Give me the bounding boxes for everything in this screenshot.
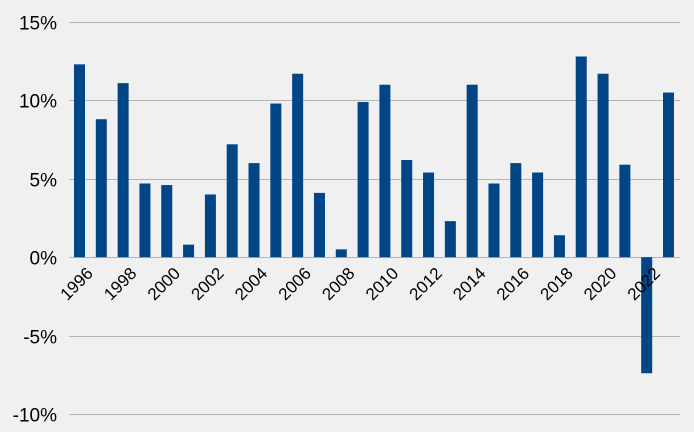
x-axis-tick-labels: 1996 1998 2000 2002 2004 2006 2008 2010 2012 2014… [57, 264, 664, 304]
x-tick-label: 1996 [57, 264, 97, 304]
x-tick-label: 2020 [580, 264, 620, 304]
bar-2010 [379, 84, 391, 258]
bar-2015 [488, 183, 500, 258]
x-tick-label: 2014 [449, 264, 489, 304]
bar-2003 [226, 144, 238, 258]
bar-1998 [117, 83, 129, 258]
bar-2011 [401, 159, 413, 258]
x-tick-label: 1998 [100, 264, 140, 304]
y-tick-label: 10% [19, 92, 57, 113]
x-tick-label: 2012 [406, 264, 446, 304]
bar-1996 [74, 64, 85, 258]
y-tick-label: 0% [30, 249, 58, 270]
bar-2002 [204, 194, 216, 258]
x-tick-label: 2006 [275, 264, 315, 304]
y-axis-tick-labels: -10% -5% 0% 5% 10% 15% [13, 14, 57, 427]
x-tick-label: 2000 [144, 264, 184, 304]
bar-2020 [597, 73, 609, 258]
bar-2019 [575, 56, 587, 258]
y-tick-label: 5% [30, 171, 58, 192]
bar-2001 [183, 244, 195, 258]
x-tick-label: 2002 [188, 264, 228, 304]
y-tick-label: 15% [19, 14, 57, 35]
bar-2008 [335, 249, 347, 258]
bar-2012 [423, 172, 435, 258]
gridlines [69, 22, 680, 415]
x-tick-label: 2018 [537, 264, 577, 304]
y-tick-label: -10% [13, 406, 57, 427]
bar-2004 [248, 163, 260, 258]
bar-1997 [95, 119, 107, 258]
bar-2021 [619, 164, 631, 258]
bar-2023 [663, 92, 674, 258]
bar-2013 [444, 221, 456, 258]
bar-2016 [510, 163, 522, 258]
bar-2022 [641, 257, 653, 374]
bar-2006 [292, 73, 304, 258]
bar-1999 [139, 183, 151, 258]
bar-2017 [532, 172, 544, 258]
x-tick-label: 2016 [493, 264, 533, 304]
bar-2018 [553, 235, 565, 258]
x-tick-label: 2010 [362, 264, 402, 304]
bar-2009 [357, 101, 369, 258]
bar-2005 [270, 103, 282, 258]
bars [74, 56, 674, 374]
bar-2007 [313, 192, 325, 258]
bar-2000 [161, 185, 173, 258]
x-tick-label: 2008 [318, 264, 358, 304]
bar-2014 [466, 84, 478, 258]
x-tick-label: 2004 [231, 264, 271, 304]
y-tick-label: -5% [23, 328, 57, 349]
